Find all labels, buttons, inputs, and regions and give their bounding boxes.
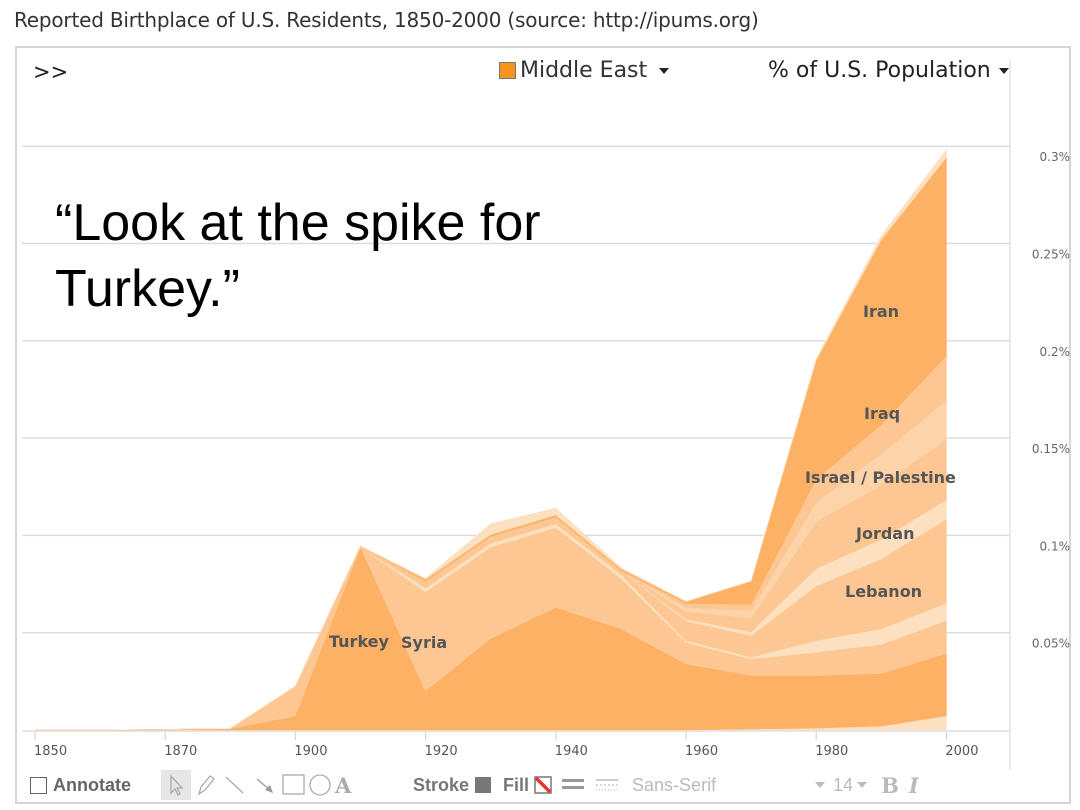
font-family-select[interactable]: Sans-Serif	[632, 775, 807, 796]
stroke-color-swatch[interactable]	[475, 777, 492, 793]
x-tick-label: 2000	[945, 744, 978, 759]
region-color-swatch	[499, 62, 516, 79]
annotate-label: Annotate	[53, 774, 131, 795]
x-tick-label: 1920	[425, 744, 458, 759]
line-style-icon	[596, 779, 619, 791]
slide-quote: “Look at the spike for Turkey.”	[55, 194, 541, 318]
text-tool[interactable]: A	[333, 773, 355, 797]
chevron-down-icon	[998, 67, 1009, 74]
annotate-checkbox[interactable]	[30, 776, 47, 794]
svg-text:A: A	[334, 773, 352, 797]
x-tick-label: 1870	[164, 744, 197, 759]
y-tick-label: 0.1%	[1040, 539, 1071, 553]
pointer-icon	[170, 774, 184, 796]
pencil-icon	[197, 775, 215, 796]
font-family-dropdown-caret[interactable]	[807, 782, 826, 788]
arrow-tool[interactable]	[253, 773, 277, 797]
series-label: Syria	[401, 633, 447, 652]
series-label: Israel / Palestine	[805, 468, 956, 487]
pencil-tool[interactable]	[195, 773, 217, 797]
pointer-tool[interactable]	[161, 770, 191, 800]
y-tick-label: 0.15%	[1032, 442, 1070, 456]
line-weight-icon	[562, 779, 585, 789]
font-family-label: Sans-Serif	[632, 774, 717, 795]
x-tick-label: 1850	[34, 744, 67, 759]
measure-dropdown-label: % of U.S. Population	[768, 58, 991, 83]
expand-sidebar-button[interactable]: >>	[33, 60, 69, 84]
font-size-select[interactable]: 14	[833, 774, 868, 796]
region-dropdown-label: Middle East	[520, 58, 648, 83]
annotate-toggle[interactable]: Annotate	[30, 775, 131, 796]
ellipse-tool[interactable]	[307, 773, 333, 797]
chevron-down-icon	[857, 782, 868, 788]
measure-dropdown[interactable]: % of U.S. Population	[768, 58, 1009, 83]
y-axis: 0.05% 0.1% 0.15% 0.2% 0.25% 0.3%	[1032, 150, 1070, 651]
series-label: Jordan	[855, 524, 914, 543]
ellipse-icon	[309, 774, 331, 796]
x-axis: 1850 1870 1900 1920 1940 1960 1980 2000	[34, 732, 978, 759]
font-size-value: 14	[833, 774, 854, 795]
series-label: Iraq	[864, 404, 900, 423]
annotation-toolbar: Annotate A Stroke Fill Sans-Serif 14	[30, 770, 919, 800]
bold-button[interactable]: B	[881, 772, 899, 798]
line-tool[interactable]	[223, 773, 247, 797]
x-tick-label: 1960	[685, 744, 718, 759]
y-tick-label: 0.2%	[1040, 345, 1071, 359]
x-tick-label: 1980	[815, 744, 848, 759]
fill-label: Fill	[503, 774, 530, 795]
area-other-top[interactable]	[35, 148, 947, 731]
x-tick-label: 1900	[294, 744, 327, 759]
series-label: Turkey	[329, 632, 390, 651]
area-layers	[35, 148, 947, 731]
stroke-label: Stroke	[413, 774, 470, 795]
x-tick-label: 1940	[555, 744, 588, 759]
line-icon	[225, 776, 244, 794]
chevron-down-icon	[815, 782, 826, 788]
arrow-icon	[256, 778, 273, 793]
fill-control[interactable]: Fill	[503, 775, 552, 796]
line-style-control[interactable]	[596, 777, 619, 793]
chart-title: Reported Birthplace of U.S. Residents, 1…	[14, 8, 759, 32]
region-dropdown[interactable]: Middle East	[499, 58, 670, 83]
rectangle-tool[interactable]	[281, 773, 307, 797]
series-labels: Turkey Syria Lebanon Jordan Israel / Palesti…	[329, 302, 956, 652]
text-icon: A	[334, 773, 352, 797]
y-tick-label: 0.05%	[1032, 637, 1070, 651]
italic-button[interactable]: I	[908, 772, 919, 798]
chevron-down-icon	[659, 67, 670, 74]
y-tick-label: 0.3%	[1040, 150, 1071, 164]
no-fill-icon[interactable]	[534, 776, 552, 794]
line-weight-control[interactable]	[562, 777, 585, 793]
series-label: Lebanon	[845, 582, 922, 601]
series-label: Iran	[863, 302, 899, 321]
y-tick-label: 0.25%	[1032, 248, 1070, 262]
rectangle-icon	[282, 774, 305, 795]
stroke-control[interactable]: Stroke	[413, 774, 492, 796]
